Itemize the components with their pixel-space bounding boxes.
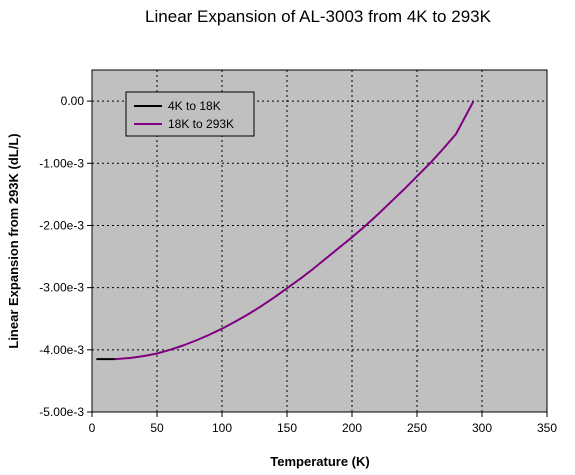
y-tick-label: -4.00e-3 xyxy=(39,343,84,357)
y-tick-label: 0.00 xyxy=(61,94,85,108)
x-tick-label: 150 xyxy=(277,421,297,435)
x-tick-label: 200 xyxy=(342,421,362,435)
legend: 4K to 18K 18K to 293K xyxy=(125,91,255,137)
legend-label-2: 18K to 293K xyxy=(168,117,234,131)
y-tick-label: -2.00e-3 xyxy=(39,218,84,232)
x-tick-label: 250 xyxy=(407,421,427,435)
y-axis: 0.00 -1.00e-3 -2.00e-3 -3.00e-3 -4.00e-3 -5.0… xyxy=(39,94,92,419)
x-tick-label: 0 xyxy=(89,421,96,435)
y-tick-label: -5.00e-3 xyxy=(39,405,84,419)
series-line-2 xyxy=(114,101,474,361)
legend-label-1: 4K to 18K xyxy=(168,99,221,113)
y-tick-label: -1.00e-3 xyxy=(39,156,84,170)
y-tick-label: -3.00e-3 xyxy=(39,281,84,295)
x-axis-label: Temperature (K) xyxy=(270,454,369,469)
x-tick-label: 300 xyxy=(472,421,492,435)
legend-box xyxy=(125,91,255,137)
y-axis-label: Linear Expansion from 293K (dL/L) xyxy=(6,133,21,348)
series-layer xyxy=(96,101,474,361)
x-tick-label: 100 xyxy=(212,421,232,435)
x-axis: 0 50 100 150 200 250 300 350 xyxy=(89,412,557,435)
x-tick-label: 50 xyxy=(150,421,164,435)
x-tick-label: 350 xyxy=(537,421,557,435)
chart-title: Linear Expansion of AL-3003 from 4K to 2… xyxy=(145,7,492,26)
